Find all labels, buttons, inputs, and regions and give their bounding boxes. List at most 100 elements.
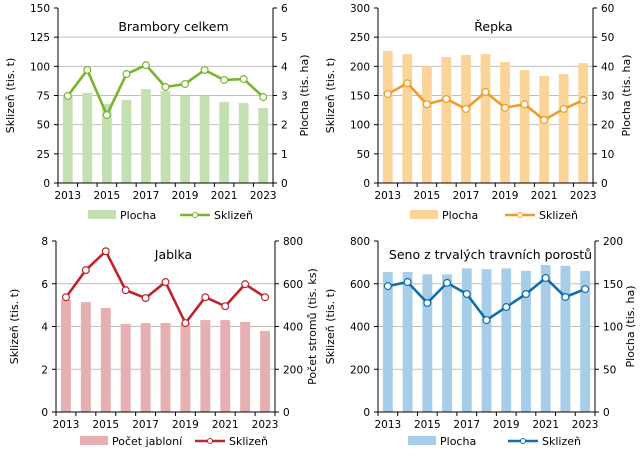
x-tick-label: 2017 xyxy=(133,190,160,202)
point-2021 xyxy=(540,115,549,124)
y-axis-title: Sklizeň (tis. t) xyxy=(4,58,17,133)
y2-tick-label: 200 xyxy=(283,364,303,376)
bar-2018 xyxy=(480,54,491,184)
chart-title: Seno z trvalých travních porostů xyxy=(389,247,592,262)
bar-2014 xyxy=(402,54,413,184)
y-tick-label: 4 xyxy=(41,322,48,334)
x-tick-label: 2021 xyxy=(212,419,239,431)
point-2013 xyxy=(61,293,70,302)
point-2020 xyxy=(521,290,530,299)
bar-2017 xyxy=(461,54,471,184)
point-2015 xyxy=(422,100,431,109)
bar-2022 xyxy=(240,322,251,412)
point-2022 xyxy=(561,293,570,302)
x-tick-label: 2019 xyxy=(172,190,199,202)
point-2019 xyxy=(501,103,510,112)
y-tick-label: 0 xyxy=(363,178,370,190)
x-tick-label: 2019 xyxy=(492,190,519,202)
chart-panel-repka: 0 50 100 150 200 250 300 0 10 20 30 40 50 60 2013 2015 2… xyxy=(320,0,641,230)
point-2020 xyxy=(201,293,210,302)
y-tick-label: 75 xyxy=(37,91,50,103)
chart-title: Jablka xyxy=(154,247,192,262)
bar-2016 xyxy=(120,323,131,412)
legend-swatch-marker xyxy=(517,212,523,218)
point-2018 xyxy=(161,82,170,91)
chart-brambory: 0 25 50 75 100 125 150 0 1 2 3 4 5 6 2013 2015 2017 2019 2… xyxy=(4,3,311,222)
legend-label-bar: Plocha xyxy=(442,209,478,222)
y-tick-label: 125 xyxy=(30,32,50,44)
y2-axis-title: Plocha (tis. ha) xyxy=(298,54,311,136)
bar-2019 xyxy=(180,323,191,412)
point-2016 xyxy=(122,70,131,79)
bar-2017 xyxy=(461,268,472,412)
y-axis-title: Sklizeň (tis. t) xyxy=(324,289,337,364)
point-2018 xyxy=(482,316,491,325)
y2-tick-label: 0 xyxy=(601,178,608,190)
y2-tick-label: 600 xyxy=(283,279,303,291)
point-2023 xyxy=(579,96,588,105)
y-tick-label: 100 xyxy=(350,120,370,132)
y2-tick-label: 800 xyxy=(283,236,303,248)
legend-swatch-marker xyxy=(520,438,526,444)
chart-seno: 0 200 400 600 800 0 50 100 150 200 2013 2015 2017 201… xyxy=(324,236,637,448)
point-2014 xyxy=(403,278,412,287)
bar-2020 xyxy=(519,70,530,183)
y-tick-label: 300 xyxy=(350,3,370,15)
point-2018 xyxy=(481,87,490,96)
y2-tick-label: 200 xyxy=(603,236,623,248)
x-tick-label: 2023 xyxy=(250,190,277,202)
legend-label-bar: Počet jabloní xyxy=(112,435,183,448)
y-axis-title: Sklizeň (tis. t) xyxy=(324,58,337,133)
bar-2013 xyxy=(382,272,393,412)
x-tick-label: 2021 xyxy=(532,419,559,431)
bar-2018 xyxy=(160,323,171,412)
bar-2014 xyxy=(80,302,91,412)
point-2017 xyxy=(462,290,471,299)
legend-label-line: Sklizeň xyxy=(539,209,578,222)
point-2023 xyxy=(581,285,590,294)
x-tick-label: 2017 xyxy=(453,190,480,202)
bar-2021 xyxy=(219,101,230,183)
bar-2022 xyxy=(238,103,249,183)
point-2016 xyxy=(443,278,452,287)
legend-label-line: Sklizeň xyxy=(214,209,253,222)
bar-2015 xyxy=(101,103,112,183)
bar-2013 xyxy=(62,96,73,183)
y-axis-title: Sklizeň (tis. t) xyxy=(8,289,21,364)
bar-2022 xyxy=(558,73,569,183)
point-2022 xyxy=(241,280,250,289)
point-2015 xyxy=(423,298,432,307)
bar-2017 xyxy=(141,89,151,183)
y2-tick-label: 10 xyxy=(601,149,614,161)
y2-tick-label: 3 xyxy=(281,91,288,103)
x-tick-label: 2021 xyxy=(211,190,238,202)
legend-label-line: Sklizeň xyxy=(542,435,581,448)
y2-tick-label: 0 xyxy=(283,407,290,419)
x-tick-label: 2023 xyxy=(252,419,279,431)
bar-2023 xyxy=(580,270,591,412)
bar-2021 xyxy=(539,75,550,183)
y-tick-label: 250 xyxy=(350,32,370,44)
x-tick-label: 2023 xyxy=(570,190,597,202)
bar-2015 xyxy=(421,66,432,183)
y2-tick-label: 20 xyxy=(601,120,614,132)
y-tick-label: 150 xyxy=(350,91,370,103)
x-tick-label: 2015 xyxy=(414,419,441,431)
line-Sklizeň xyxy=(64,249,266,325)
point-2021 xyxy=(220,75,229,84)
bar-2013 xyxy=(60,299,71,412)
y-tick-label: 400 xyxy=(350,322,370,334)
bar-2023 xyxy=(258,108,269,183)
point-2019 xyxy=(502,303,511,312)
bar-2023 xyxy=(578,63,589,183)
point-2014 xyxy=(83,65,92,74)
chart-jablka: 0 2 4 6 8 0 200 400 600 800 2013 2015 2017 2019 2021 20… xyxy=(8,236,319,448)
bar-2017 xyxy=(140,323,151,412)
point-2019 xyxy=(181,319,190,328)
point-2019 xyxy=(181,79,190,88)
y2-tick-label: 6 xyxy=(281,3,288,15)
legend-swatch-bar xyxy=(88,210,116,219)
bar-2015 xyxy=(100,307,111,412)
y-tick-label: 2 xyxy=(41,364,48,376)
y-tick-label: 0 xyxy=(363,407,370,419)
